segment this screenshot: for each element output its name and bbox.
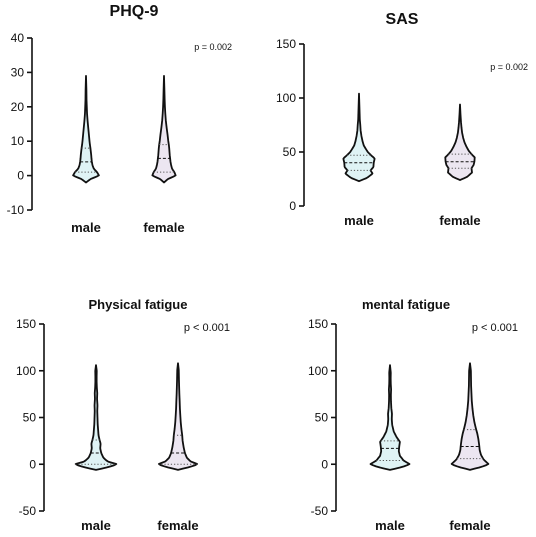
x-category-label: female [157,518,198,533]
p-value-annotation: p = 0.002 [490,62,528,72]
y-tick-label: 0 [29,457,36,471]
x-category-label: female [143,220,184,235]
chart-title: Physical fatigue [89,297,188,312]
x-category-label: female [449,518,490,533]
y-tick-label: 0 [321,457,328,471]
y-tick-label: 0 [289,199,296,213]
x-category-label: male [81,518,111,533]
violin-male [74,364,118,471]
y-tick-label: 30 [11,65,25,79]
y-tick-label: 20 [11,100,25,114]
violin-female [157,362,199,471]
violin-female [151,74,177,184]
x-category-label: female [439,213,480,228]
x-category-label: male [344,213,374,228]
violin-male [72,74,100,184]
y-tick-label: 100 [16,364,36,378]
y-tick-label: -50 [311,504,329,518]
p-value-annotation: p < 0.001 [472,322,518,334]
p-value-annotation: p < 0.001 [184,322,230,334]
violin-male [342,92,376,183]
violin-female [450,362,490,471]
y-tick-label: 100 [276,91,296,105]
y-tick-label: 50 [23,411,37,425]
chart-title: mental fatigue [362,297,450,312]
y-tick-label: 100 [308,364,328,378]
y-tick-label: 10 [11,134,25,148]
y-tick-label: 150 [16,317,36,331]
chart-title: PHQ-9 [110,3,159,20]
p-value-annotation: p = 0.002 [194,42,232,52]
y-tick-label: -50 [19,504,37,518]
y-tick-label: 150 [308,317,328,331]
y-tick-label: 0 [17,169,24,183]
x-category-label: male [375,518,405,533]
y-tick-label: 150 [276,37,296,51]
y-tick-label: -10 [7,203,25,217]
y-tick-label: 50 [283,145,297,159]
y-tick-label: 40 [11,31,25,45]
violin-male [369,364,411,471]
x-category-label: male [71,220,101,235]
y-tick-label: 50 [315,411,329,425]
violin-female [444,103,476,181]
chart-title: SAS [386,11,419,28]
